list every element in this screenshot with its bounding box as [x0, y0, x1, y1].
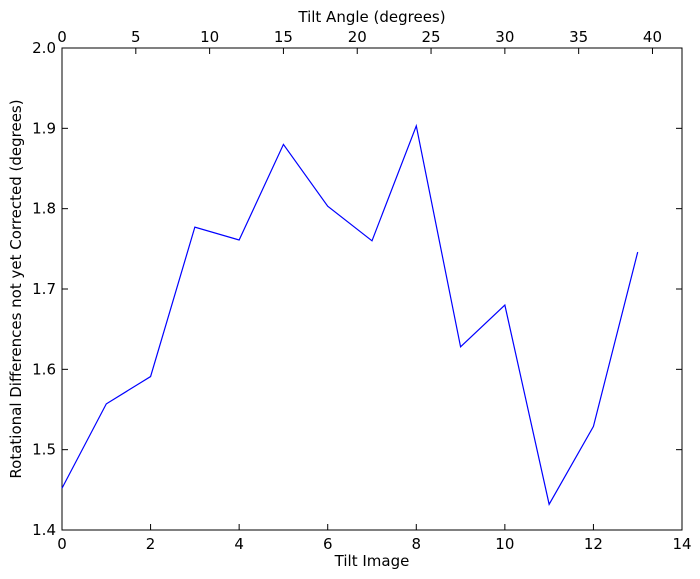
x-tick-label: 12 [584, 535, 603, 553]
x2-tick-label: 35 [569, 28, 588, 46]
x2-tick-label: 20 [348, 28, 367, 46]
y-tick-label: 1.9 [32, 119, 56, 137]
x-tick-label: 14 [672, 535, 691, 553]
y-tick-label: 1.4 [32, 521, 56, 539]
x-tick-label: 0 [57, 535, 67, 553]
y-axis-label: Rotational Differences not yet Corrected… [7, 99, 25, 478]
x-tick-label: 10 [495, 535, 514, 553]
x-axis-label: Tilt Image [334, 552, 410, 570]
x-tick-label: 2 [146, 535, 156, 553]
ticks [61, 47, 683, 531]
plot-area [61, 47, 683, 531]
y-tick-label: 1.6 [32, 360, 56, 378]
x-tick-label: 4 [234, 535, 244, 553]
x2-tick-label: 30 [495, 28, 514, 46]
x2-tick-label: 5 [131, 28, 141, 46]
x2-tick-label: 15 [274, 28, 293, 46]
x2-tick-label: 40 [643, 28, 662, 46]
x-tick-label: 8 [412, 535, 422, 553]
y-tick-label: 1.5 [32, 441, 56, 459]
series-line [61, 123, 639, 506]
tick-labels: 0 2 4 6 8 10 12 14 0 5 10 15 20 25 30 35 40 1.4 1.5 1.6 1.7 1… [32, 28, 691, 553]
x2-tick-label: 10 [200, 28, 219, 46]
x2-tick-label: 25 [422, 28, 441, 46]
x2-axis-label: Tilt Angle (degrees) [297, 8, 445, 26]
series-group [61, 123, 639, 506]
y-tick-label: 1.8 [32, 200, 56, 218]
x2-tick-label: 0 [57, 28, 67, 46]
y-tick-label: 1.7 [32, 280, 56, 298]
x-tick-label: 6 [323, 535, 333, 553]
y-tick-label: 2.0 [32, 39, 56, 57]
